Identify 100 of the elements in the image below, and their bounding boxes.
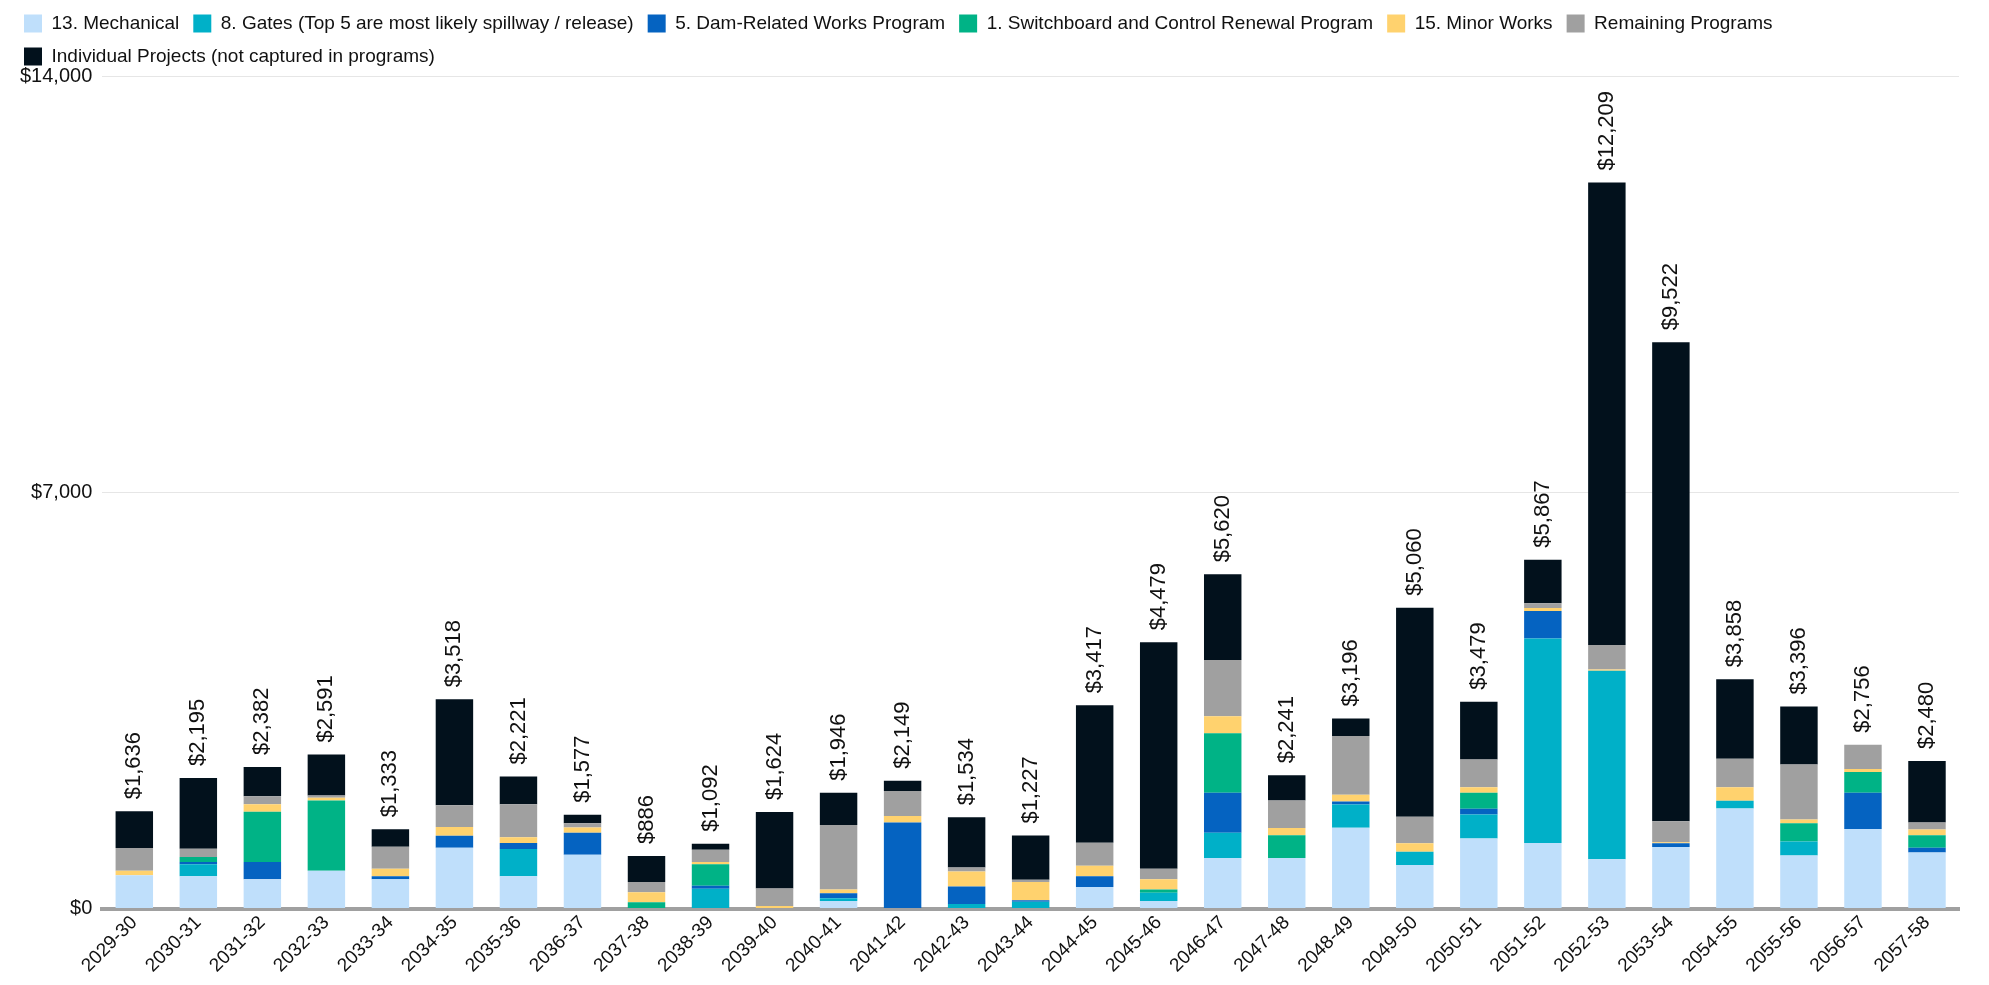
bar	[1716, 758, 1754, 788]
bar	[1332, 735, 1370, 795]
total-label: $9,522	[1656, 263, 1682, 331]
bar	[1716, 679, 1754, 759]
bar	[435, 835, 474, 848]
bar	[1716, 808, 1754, 909]
total-label: $3,396	[1785, 627, 1810, 695]
bar	[819, 893, 858, 899]
bar	[1460, 814, 1498, 839]
bar	[563, 854, 602, 909]
bar	[1075, 865, 1114, 877]
bar	[243, 879, 282, 909]
bar	[499, 849, 538, 877]
total-label: $3,479	[1464, 622, 1490, 690]
legend-label: 15. Minor Works	[1414, 11, 1553, 33]
bar	[435, 847, 474, 909]
bar	[243, 796, 282, 805]
bar	[179, 876, 218, 909]
bar	[1844, 768, 1882, 772]
bar	[1332, 827, 1370, 909]
bar	[1652, 843, 1690, 848]
bar	[1524, 638, 1562, 843]
legend-label: Remaining Programs	[1594, 11, 1773, 33]
legend-label: 1. Switchboard and Control Renewal Program	[986, 11, 1374, 33]
bar	[1396, 864, 1434, 909]
bar	[499, 776, 538, 805]
total-label: $1,636	[120, 731, 146, 800]
bar	[691, 885, 730, 889]
bar	[243, 861, 282, 880]
total-label: $1,333	[376, 750, 402, 818]
bar	[1908, 835, 1946, 848]
bar	[883, 822, 922, 909]
bar	[1588, 670, 1626, 860]
bar	[819, 898, 858, 901]
bar	[1524, 611, 1562, 639]
bar	[179, 778, 218, 849]
bar	[1780, 841, 1818, 856]
y-tick-label: $7,000	[31, 479, 93, 502]
bar	[883, 780, 922, 791]
total-label: $3,417	[1080, 626, 1106, 694]
bar	[1139, 642, 1178, 869]
bar	[1524, 608, 1562, 612]
bar	[307, 754, 346, 796]
bar	[115, 811, 154, 848]
bar	[1588, 182, 1626, 645]
bar	[1588, 644, 1626, 670]
bar	[1203, 660, 1242, 717]
bar	[1203, 716, 1242, 734]
bar	[563, 823, 602, 828]
bar	[435, 699, 474, 806]
bar	[691, 843, 730, 850]
bar	[819, 792, 858, 826]
total-label: $3,518	[440, 620, 466, 688]
total-label: $4,479	[1144, 562, 1170, 631]
bar	[1460, 787, 1498, 793]
total-label: $1,534	[952, 738, 978, 806]
bar	[1268, 828, 1306, 836]
bar	[1075, 705, 1114, 843]
bar	[627, 892, 666, 903]
total-label: $5,867	[1528, 480, 1554, 548]
total-label: $2,241	[1272, 696, 1298, 764]
bar	[1396, 607, 1434, 817]
total-label: $1,946	[824, 713, 850, 781]
bar	[179, 848, 218, 858]
legend-label: 13. Mechanical	[51, 11, 180, 33]
bar	[819, 825, 858, 890]
bar	[243, 811, 282, 862]
bar	[1011, 901, 1050, 909]
bar	[1332, 801, 1370, 805]
total-label: $1,092	[696, 764, 722, 832]
total-label: $5,620	[1208, 495, 1234, 563]
total-label: $1,624	[760, 732, 786, 800]
bar	[947, 886, 986, 904]
bar	[1652, 821, 1690, 843]
total-label: $1,577	[568, 735, 594, 803]
bar	[1780, 764, 1818, 820]
bar	[1780, 823, 1818, 842]
bar	[1139, 892, 1178, 901]
bar	[691, 864, 730, 886]
total-label: $2,195	[184, 698, 210, 767]
bar	[371, 868, 410, 877]
bar	[499, 804, 538, 838]
bar	[1844, 744, 1882, 769]
bar	[179, 857, 218, 862]
bar	[1844, 771, 1882, 793]
bar	[1908, 822, 1946, 830]
bar	[371, 876, 410, 880]
bar	[1268, 835, 1306, 859]
bar	[1203, 858, 1242, 909]
bar	[1396, 851, 1434, 865]
bar	[1075, 842, 1114, 866]
bar	[1460, 759, 1498, 788]
bar	[1460, 792, 1498, 809]
bar	[499, 837, 538, 843]
bar	[307, 800, 346, 871]
total-label: $2,382	[248, 687, 274, 755]
bar	[1203, 832, 1242, 859]
bar	[1908, 761, 1946, 823]
bar	[1011, 835, 1050, 880]
bar	[1588, 859, 1626, 909]
